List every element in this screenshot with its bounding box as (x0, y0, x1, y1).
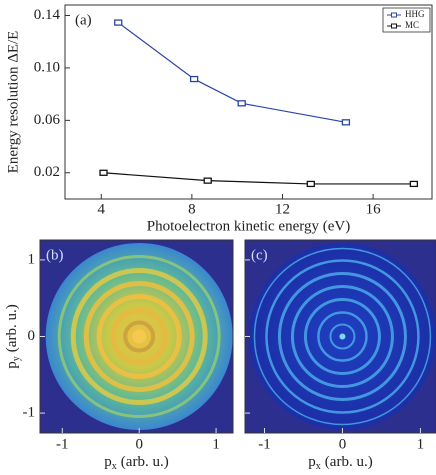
image-ring (329, 323, 356, 350)
image-ring (110, 308, 168, 365)
axis-label-symbol: p (4, 361, 20, 369)
x-tick-label: 1 (417, 436, 425, 452)
y-tick-label: 0 (28, 328, 36, 344)
image-center (339, 333, 346, 340)
y-axis-label: Energy resolution ΔE/E (5, 31, 21, 174)
x-tick-label: 1 (212, 436, 220, 452)
legend-box (382, 7, 431, 33)
y-tick-label: 0.06 (34, 112, 61, 128)
plot-frame (64, 4, 433, 200)
x-tick-label: -1 (258, 436, 271, 452)
data-point (409, 180, 419, 188)
x-axis-label: Photoelectron kinetic energy (eV) (147, 218, 350, 234)
legend-marker (391, 23, 397, 29)
x-tick-label: 8 (188, 201, 196, 217)
image-center (132, 329, 147, 344)
legend-label: MC (405, 20, 419, 30)
x-tick-label: 4 (97, 201, 105, 217)
image-ring (265, 259, 420, 414)
axis-label: px (arb. u.) (104, 454, 168, 472)
axis-label-unit: (arb. u.) (121, 454, 169, 470)
y-tick-label: 0.14 (34, 7, 61, 23)
data-point (189, 75, 199, 83)
x-tick-label: 12 (275, 201, 290, 217)
axis-label-subscript: y (11, 356, 22, 361)
data-point (99, 169, 108, 176)
y-tick-label: -1 (23, 405, 36, 421)
axis-label-subscript: x (316, 461, 321, 472)
x-tick-label: -1 (56, 436, 69, 452)
data-point (114, 19, 123, 26)
y-tick-label: 1 (28, 251, 36, 267)
legend-label: HHG (405, 9, 425, 19)
image-ring (277, 272, 407, 401)
legend-marker (391, 12, 397, 18)
image-ring (317, 311, 368, 362)
data-point (203, 177, 212, 184)
image-ring (57, 255, 221, 418)
axis-label-symbol: p (308, 454, 316, 470)
y-tick-label: 0.10 (34, 59, 60, 75)
series-line (103, 172, 414, 185)
panel-label: (c) (251, 247, 268, 263)
x-tick-label: 0 (339, 436, 347, 452)
panel-label: (b) (46, 247, 64, 263)
data-point (306, 180, 315, 188)
x-tick-label: 0 (135, 436, 143, 452)
axis-label-symbol: p (104, 454, 112, 470)
image-ring (70, 268, 208, 405)
image-ring (303, 298, 381, 375)
data-point (341, 119, 351, 126)
x-tick-label: 16 (366, 201, 382, 217)
image-ring (290, 285, 394, 388)
axis-label-subscript: x (112, 461, 117, 472)
image-ring (253, 247, 432, 426)
axis-label-unit: (arb. u.) (4, 304, 20, 352)
data-point (237, 100, 246, 107)
panel-label: (a) (75, 12, 92, 28)
y-tick-label: 0.02 (34, 164, 60, 180)
axis-label-unit: (arb. u.) (325, 454, 373, 470)
series-line (117, 22, 347, 123)
axis-label: py (arb. u.) (4, 304, 22, 368)
axis-label: px (arb. u.) (308, 454, 372, 472)
image-ring (83, 281, 195, 392)
image-ring (96, 294, 182, 379)
image-ring (123, 320, 156, 353)
